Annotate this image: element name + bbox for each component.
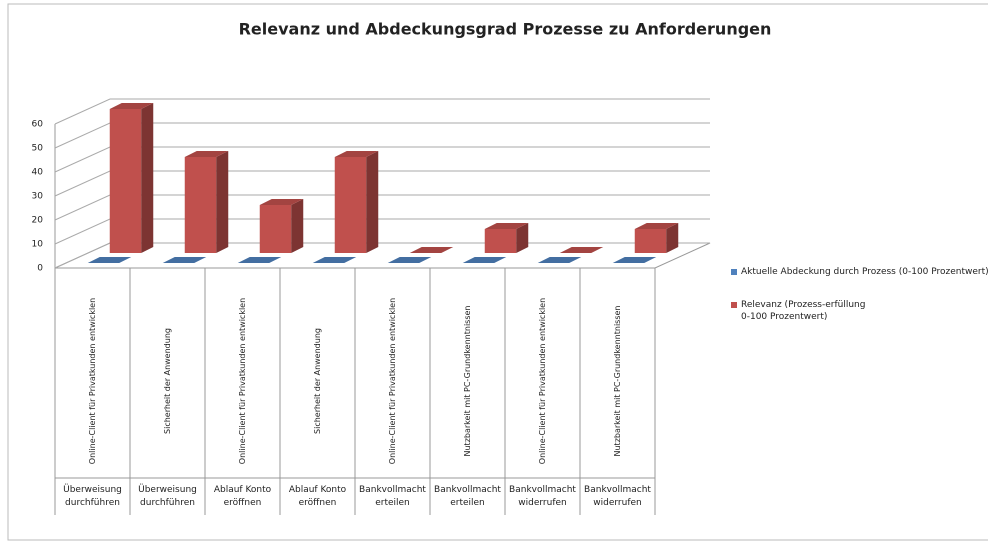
y-tick-label: 0 xyxy=(37,264,43,274)
bar-top xyxy=(634,223,679,229)
x-tick-label: Sicherheit der Anwendung xyxy=(313,328,322,434)
x-tick-label: Sicherheit der Anwendung xyxy=(163,328,172,434)
bar-side xyxy=(291,199,304,253)
y-tick-label: 40 xyxy=(32,168,44,178)
bar-front xyxy=(259,205,292,253)
bar xyxy=(387,257,432,263)
bar-top xyxy=(259,199,304,205)
x-tick-label: Nutzbarkeit mit PC-Grundkenntnissen xyxy=(463,306,472,457)
chart-border xyxy=(7,3,988,541)
x-group-label: Ablauf Konto eröffnen xyxy=(288,485,347,508)
x-tick-label: Online-Client für Privatkunden entwickle… xyxy=(88,298,97,464)
grid-line xyxy=(54,98,710,125)
bar-side xyxy=(141,103,154,253)
x-group-label: Überweisung durchführen xyxy=(63,485,122,508)
y-tick-label: 30 xyxy=(32,192,44,202)
x-group-label: Bankvollmacht widerrufen xyxy=(584,485,651,508)
bar xyxy=(537,257,582,263)
chart-title: Relevanz und Abdeckungsgrad Prozesse zu … xyxy=(239,20,772,39)
bar xyxy=(237,257,282,263)
bar-top xyxy=(537,257,582,263)
y-tick-label: 20 xyxy=(32,216,44,226)
bar xyxy=(559,247,604,253)
bar xyxy=(409,247,454,253)
bar-front xyxy=(334,157,367,253)
bar-front xyxy=(184,157,217,253)
x-group-label: Bankvollmacht erteilen xyxy=(434,485,501,508)
bar xyxy=(334,151,379,253)
bar xyxy=(184,151,229,253)
bar xyxy=(162,257,207,263)
x-group-label: Bankvollmacht widerrufen xyxy=(509,485,576,508)
x-group-label: Ablauf Konto eröffnen xyxy=(213,485,272,508)
bar-top xyxy=(109,103,154,109)
bar-top xyxy=(462,257,507,263)
bar-front xyxy=(109,109,142,253)
bar-top xyxy=(237,257,282,263)
x-tick-label: Nutzbarkeit mit PC-Grundkenntnissen xyxy=(613,306,622,457)
y-tick-label: 60 xyxy=(32,120,44,130)
bar xyxy=(612,257,657,263)
y-tick-label: 50 xyxy=(32,144,44,154)
legend-label: Relevanz (Prozess-erfüllung 0-100 Prozen… xyxy=(741,300,866,322)
y-tick-label: 10 xyxy=(32,240,44,250)
bar xyxy=(462,257,507,263)
bar xyxy=(634,223,679,253)
legend-swatch xyxy=(731,269,737,275)
x-group-label: Überweisung durchführen xyxy=(138,485,197,508)
bar-top xyxy=(484,223,529,229)
bar-top xyxy=(387,257,432,263)
x-tick-label: Online-Client für Privatkunden entwickle… xyxy=(538,298,547,464)
bar xyxy=(484,223,529,253)
bar-top xyxy=(87,257,132,263)
bar-top xyxy=(612,257,657,263)
bar-top xyxy=(409,247,454,253)
bar xyxy=(87,257,132,263)
bar-top xyxy=(559,247,604,253)
x-tick-label: Online-Client für Privatkunden entwickle… xyxy=(238,298,247,464)
bar xyxy=(312,257,357,263)
bar xyxy=(259,199,304,253)
legend-label: Aktuelle Abdeckung durch Prozess (0-100 … xyxy=(741,267,988,277)
bar-front xyxy=(634,229,667,253)
x-group-label: Bankvollmacht erteilen xyxy=(359,485,426,508)
bar-top xyxy=(334,151,379,157)
bar xyxy=(109,103,154,253)
bar-side xyxy=(516,223,529,253)
bar-top xyxy=(312,257,357,263)
bar-side xyxy=(216,151,229,253)
bar-side xyxy=(666,223,679,253)
x-tick-label: Online-Client für Privatkunden entwickle… xyxy=(388,298,397,464)
bar-side xyxy=(366,151,379,253)
bar-front xyxy=(484,229,517,253)
bar-top xyxy=(184,151,229,157)
legend-swatch xyxy=(731,302,737,308)
bar-top xyxy=(162,257,207,263)
